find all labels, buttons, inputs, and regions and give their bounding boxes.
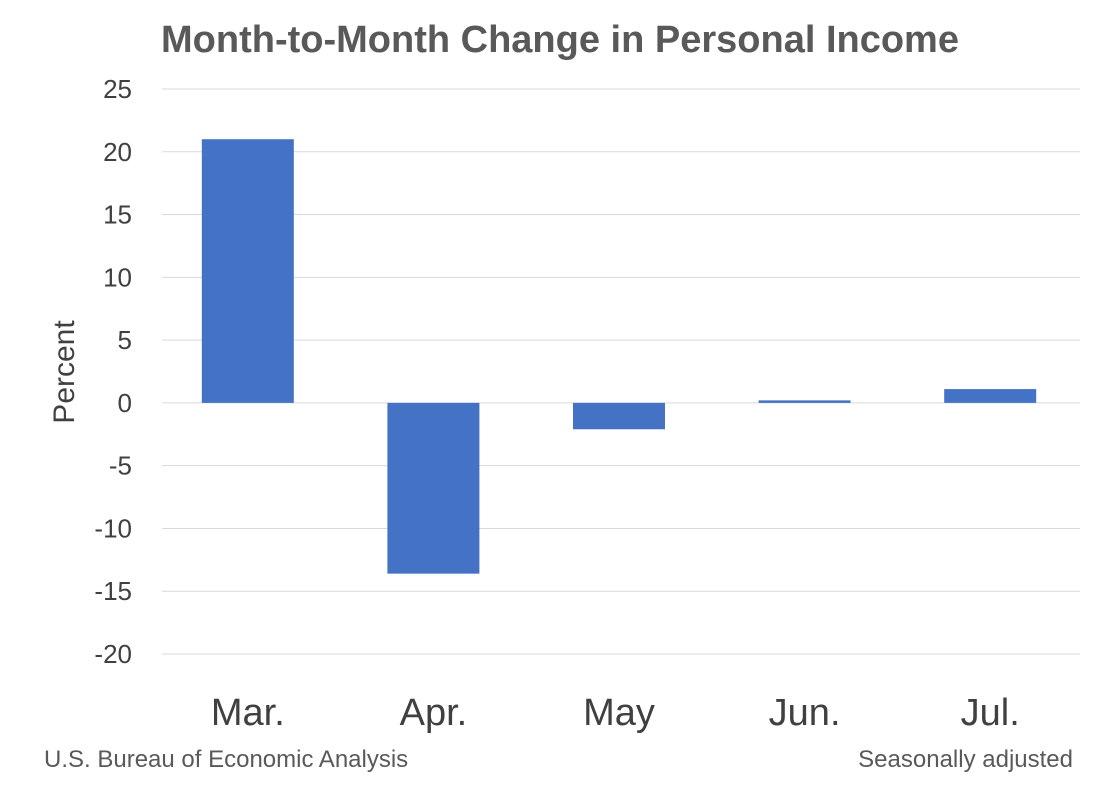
bar-apr [387, 402, 480, 574]
x-category-label: Apr. [400, 692, 468, 734]
y-tick-label: 20 [103, 137, 132, 167]
seasonal-adjustment-note: Seasonally adjusted [858, 746, 1073, 773]
y-tick-label: -10 [94, 513, 132, 543]
y-tick-label: 15 [103, 200, 132, 230]
y-axis-title: Percent [48, 320, 81, 424]
y-tick-label: 25 [103, 74, 132, 104]
bar-jul [944, 389, 1037, 403]
bar-mar [201, 139, 294, 403]
y-axis-ticks: 25 20 15 10 5 0 -5 -10 -15 -20 [94, 74, 132, 669]
y-tick-label: -15 [94, 576, 132, 606]
y-tick-label: -5 [109, 451, 132, 481]
y-tick-label: 5 [118, 325, 132, 355]
x-category-label: May [583, 692, 655, 734]
y-tick-label: -20 [94, 639, 132, 669]
bar-may [573, 402, 665, 430]
x-category-label: Jul. [961, 692, 1020, 734]
y-tick-label: 10 [103, 262, 132, 292]
x-axis-categories: Mar. Apr. May Jun. Jul. [211, 692, 1020, 734]
source-note: U.S. Bureau of Economic Analysis [44, 746, 408, 773]
bar-jun [758, 400, 851, 403]
bars [201, 139, 1037, 574]
x-category-label: Jun. [769, 692, 841, 734]
x-category-label: Mar. [211, 692, 285, 734]
y-tick-label: 0 [118, 388, 132, 418]
gridlines [162, 88, 1080, 655]
chart-title: Month-to-Month Change in Personal Income [161, 19, 959, 61]
